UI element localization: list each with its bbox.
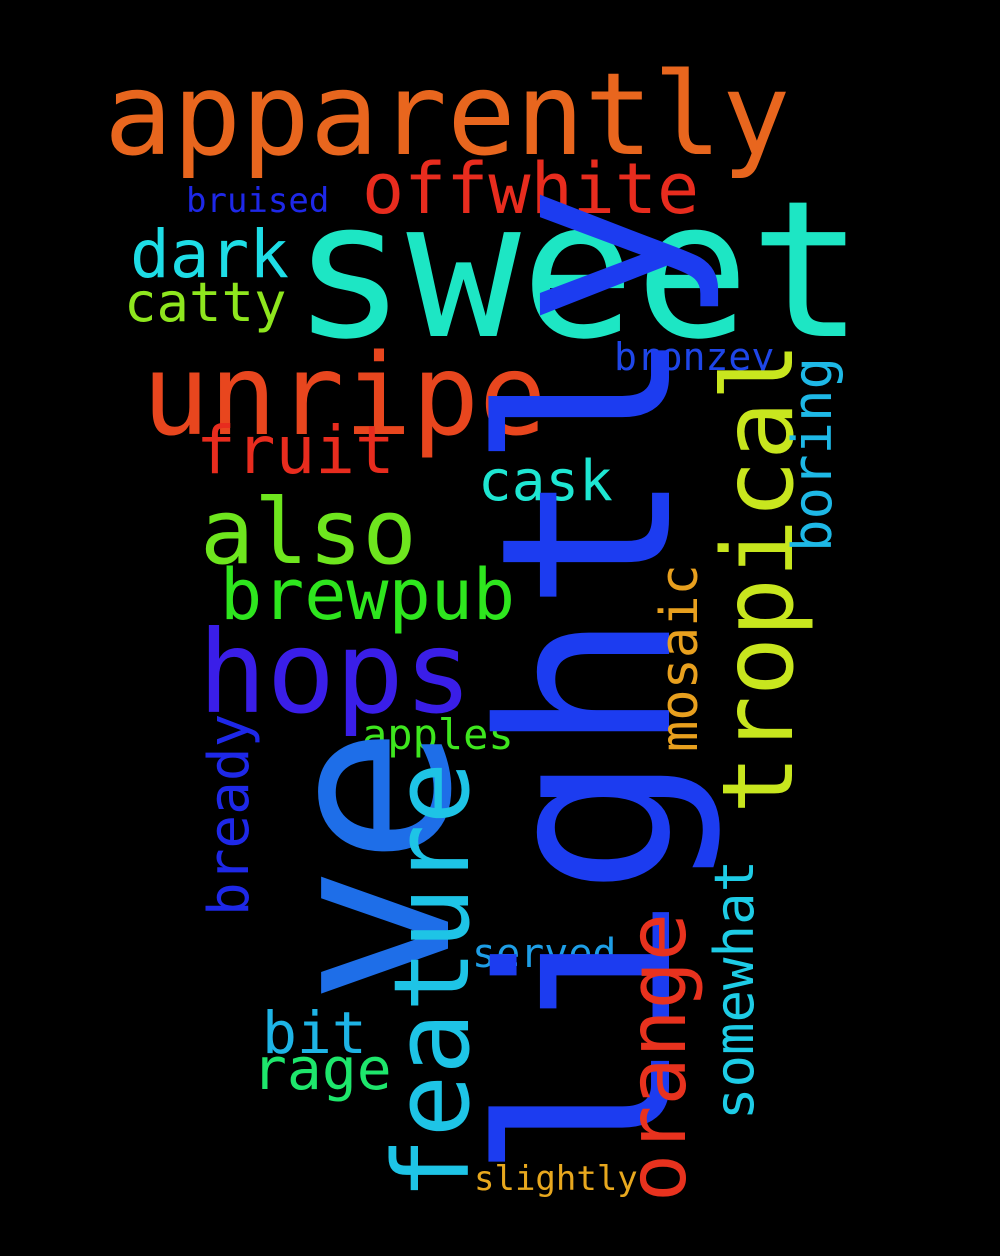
- word-bronzey: bronzey: [614, 335, 775, 379]
- word-unripe: unripe: [142, 331, 547, 461]
- word-bruised: bruised: [186, 181, 330, 221]
- word-orange: orange: [611, 913, 704, 1202]
- word-slightly: slightly: [474, 1159, 638, 1199]
- word-rage: rage: [252, 1035, 392, 1103]
- word-cask: cask: [478, 449, 613, 514]
- word-fruit: fruit: [196, 412, 395, 489]
- word-bit: bit: [262, 999, 367, 1067]
- word-dark: dark: [130, 216, 289, 293]
- word-served: served: [472, 931, 617, 977]
- word-mosaic: mosaic: [650, 564, 710, 752]
- word-hops: hops: [198, 606, 473, 739]
- word-brewpub: brewpub: [220, 554, 516, 636]
- word-also: also: [200, 480, 417, 585]
- word-apparently: apparently: [104, 48, 791, 181]
- word-bready: bready: [197, 713, 262, 916]
- word-feature: feature: [371, 761, 493, 1200]
- word-apples: apples: [362, 710, 514, 759]
- word-sweet: sweet: [292, 160, 864, 381]
- word-offwhite: offwhite: [362, 148, 700, 230]
- word-catty: catty: [124, 271, 287, 334]
- word-somewhat: somewhat: [703, 859, 766, 1120]
- word-boring: boring: [781, 356, 844, 552]
